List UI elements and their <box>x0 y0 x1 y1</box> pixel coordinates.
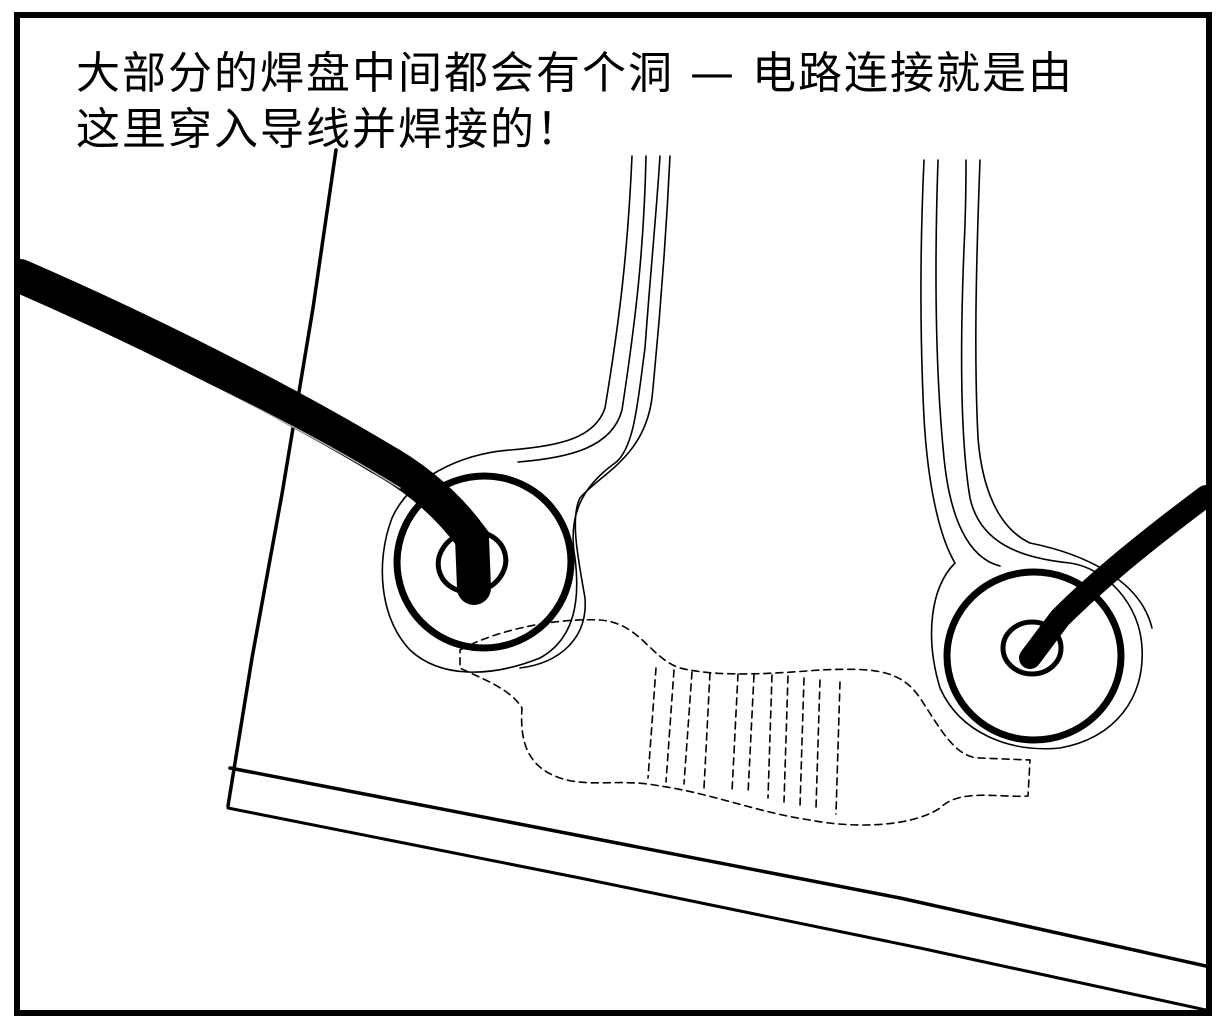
solder-pad-right <box>943 568 1125 744</box>
pcb-illustration <box>20 148 1206 1010</box>
caption-line-1: 大部分的焊盘中间都会有个洞 — 电路连接就是由 <box>76 48 1074 99</box>
resistor-outline <box>459 618 1031 826</box>
caption-text: 大部分的焊盘中间都会有个洞 — 电路连接就是由 这里穿入导线并焊接的！ <box>76 46 1186 158</box>
board-edge <box>226 148 1206 1010</box>
comic-panel: 大部分的焊盘中间都会有个洞 — 电路连接就是由 这里穿入导线并焊接的！ <box>14 12 1212 1016</box>
copper-trace-left <box>381 155 671 673</box>
caption-line-2: 这里穿入导线并焊接的！ <box>76 104 582 155</box>
component-lead-left <box>20 259 491 605</box>
component-lead-right <box>1019 485 1206 669</box>
